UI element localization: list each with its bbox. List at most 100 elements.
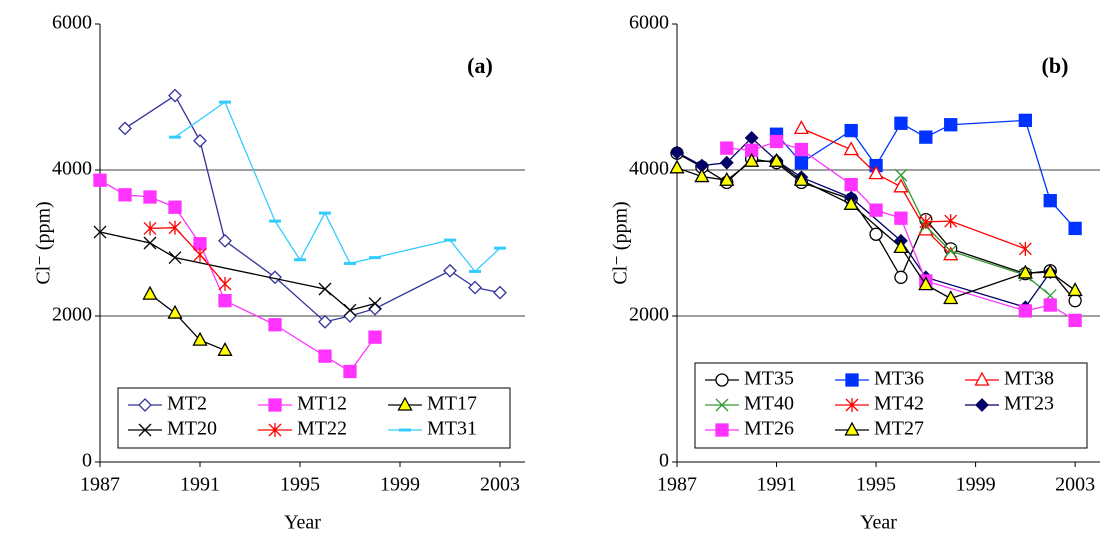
marker xyxy=(143,190,157,204)
x-axis-label: Year xyxy=(284,512,321,534)
marker xyxy=(894,168,908,182)
x-tick-label: 1999 xyxy=(956,474,996,496)
marker xyxy=(1042,263,1058,278)
line xyxy=(149,227,226,285)
marker xyxy=(893,178,909,193)
marker xyxy=(167,304,183,319)
marker xyxy=(844,421,860,436)
x-tick-label: 1991 xyxy=(180,474,220,496)
x-tick-label: 1995 xyxy=(856,474,896,496)
marker xyxy=(1018,304,1033,318)
marker xyxy=(368,330,382,344)
marker xyxy=(794,156,809,170)
marker xyxy=(694,168,710,183)
marker xyxy=(218,294,232,308)
panel-label: (b) xyxy=(1042,53,1069,78)
x-tick-label: 2003 xyxy=(480,474,520,496)
legend-label: MT42 xyxy=(874,393,924,415)
marker xyxy=(944,214,958,229)
series xyxy=(919,214,1032,256)
marker xyxy=(845,373,859,387)
marker xyxy=(217,341,233,356)
series xyxy=(793,120,959,261)
marker xyxy=(168,200,182,214)
marker xyxy=(943,290,959,305)
marker xyxy=(669,159,685,174)
marker xyxy=(719,171,735,186)
legend-label: MT36 xyxy=(874,368,924,390)
marker xyxy=(894,116,908,130)
x-tick-label: 1991 xyxy=(757,474,797,496)
marker xyxy=(443,263,457,278)
marker xyxy=(868,165,884,180)
legend-label: MT17 xyxy=(427,393,477,415)
marker xyxy=(1043,194,1057,208)
marker xyxy=(493,285,507,300)
x-tick-label: 1999 xyxy=(380,474,420,496)
marker xyxy=(192,331,208,346)
marker xyxy=(919,130,933,144)
legend xyxy=(117,387,511,449)
marker xyxy=(894,270,908,284)
marker xyxy=(975,398,989,412)
marker xyxy=(869,227,883,241)
marker xyxy=(1067,282,1083,297)
y-tick-label: 0 xyxy=(659,450,669,472)
series xyxy=(720,134,1082,328)
marker xyxy=(1068,313,1082,328)
marker xyxy=(138,423,152,437)
marker xyxy=(318,282,332,296)
series xyxy=(143,220,232,291)
marker xyxy=(719,155,734,170)
marker xyxy=(193,247,207,262)
marker xyxy=(918,276,934,291)
legend-label: MT2 xyxy=(167,393,207,415)
marker xyxy=(93,173,107,187)
marker xyxy=(268,318,282,332)
marker xyxy=(844,177,858,192)
marker xyxy=(93,225,107,239)
y-tick-label: 4000 xyxy=(52,158,92,180)
series xyxy=(142,285,233,356)
y-tick-label: 4000 xyxy=(629,158,669,180)
legend-label: MT38 xyxy=(1004,368,1054,390)
legend-label: MT23 xyxy=(1004,393,1054,415)
legend-label: MT12 xyxy=(297,393,347,415)
y-tick-label: 6000 xyxy=(629,12,669,34)
x-tick-label: 2003 xyxy=(1055,474,1095,496)
series xyxy=(93,225,382,317)
marker xyxy=(268,398,282,412)
panel-label: (a) xyxy=(467,53,493,78)
legend xyxy=(694,362,1088,449)
y-axis-label: Cl⁻ (ppm) xyxy=(33,201,55,284)
x-tick-label: 1987 xyxy=(657,474,697,496)
marker xyxy=(1017,264,1033,279)
line xyxy=(174,101,501,273)
series xyxy=(669,152,1083,305)
marker xyxy=(118,188,132,202)
y-tick-label: 0 xyxy=(82,450,92,472)
marker xyxy=(468,280,482,295)
marker xyxy=(715,373,729,387)
series xyxy=(670,130,1058,315)
legend-label: MT31 xyxy=(427,418,477,440)
marker xyxy=(143,221,157,236)
marker xyxy=(1018,241,1032,256)
marker xyxy=(744,152,760,167)
marker xyxy=(793,171,810,186)
marker xyxy=(142,285,158,300)
marker xyxy=(343,364,357,379)
marker xyxy=(168,220,182,235)
legend-label: MT20 xyxy=(167,418,217,440)
marker xyxy=(368,297,382,311)
series xyxy=(93,173,382,379)
marker xyxy=(1068,294,1082,308)
marker xyxy=(118,121,132,136)
marker xyxy=(845,398,859,412)
y-tick-label: 2000 xyxy=(629,304,669,326)
marker xyxy=(218,276,232,291)
x-tick-label: 1987 xyxy=(80,474,120,496)
legend-label: MT40 xyxy=(744,393,794,415)
line xyxy=(776,119,1076,229)
